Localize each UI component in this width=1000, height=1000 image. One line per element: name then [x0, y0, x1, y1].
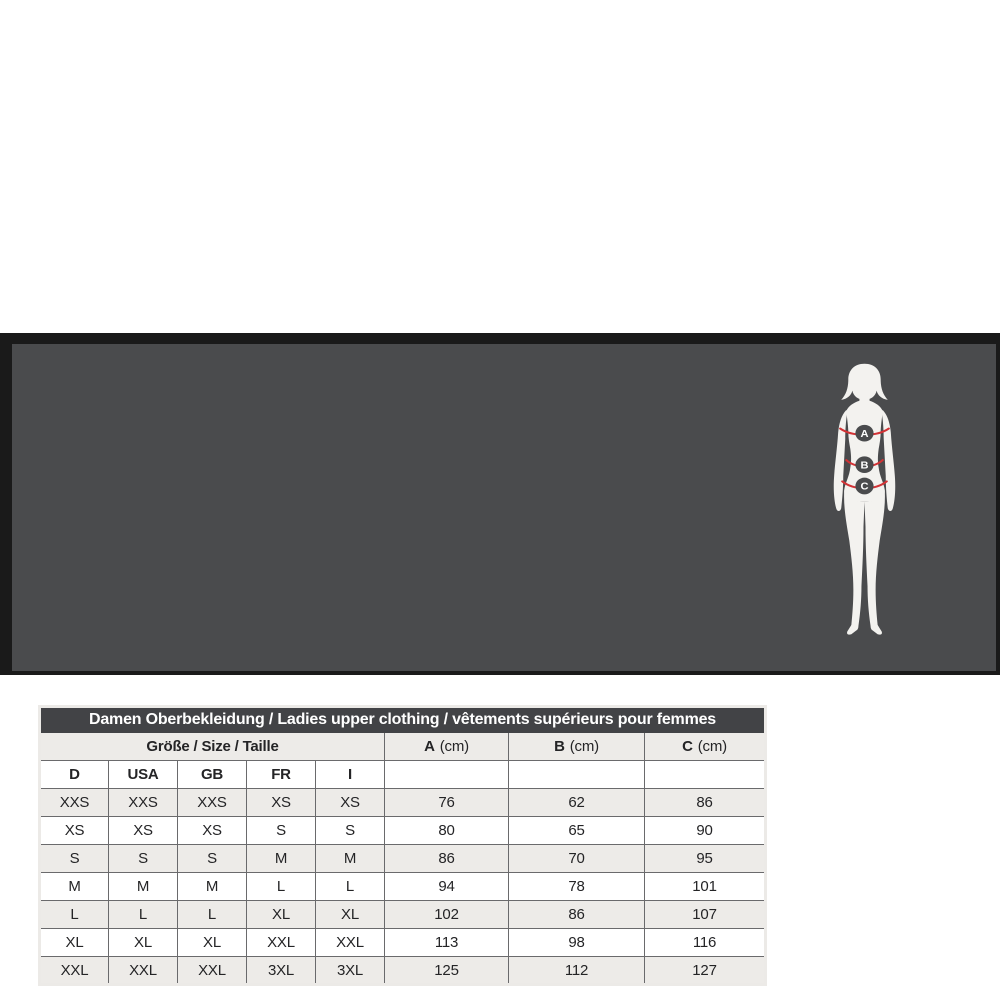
measurement-letter-b: B	[554, 738, 565, 755]
size-cell: L	[177, 900, 247, 929]
value-cell-b: 62	[508, 788, 645, 817]
size-cell: L	[108, 900, 178, 929]
country-header-fr: FR	[246, 760, 316, 789]
size-cell: S	[177, 844, 247, 873]
size-cell: XL	[246, 900, 316, 929]
table-title-row: Damen Oberbekleidung / Ladies upper clot…	[39, 706, 766, 733]
measurement-unit-b: (cm)	[569, 738, 599, 755]
size-chart-panel: Damen Oberbekleidung / Ladies upper clot…	[0, 333, 1000, 986]
size-cell: XXL	[108, 956, 178, 985]
size-cell: XL	[39, 928, 109, 957]
measurement-letter-c: C	[682, 738, 693, 755]
size-cell: L	[315, 872, 385, 901]
size-cell: 3XL	[315, 956, 385, 985]
size-cell: XL	[315, 900, 385, 929]
table-row: XXS XXS XXS XS XS 76 62 86	[39, 788, 766, 817]
measurement-markers: A B C	[855, 424, 874, 495]
size-chart-table: Damen Oberbekleidung / Ladies upper clot…	[38, 705, 767, 986]
size-cell: M	[39, 872, 109, 901]
empty-cell	[508, 760, 645, 789]
value-cell-b: 70	[508, 844, 645, 873]
size-cell: XS	[39, 816, 109, 845]
value-cell-b: 112	[508, 956, 645, 985]
country-header-i: I	[315, 760, 385, 789]
size-cell: XXS	[39, 788, 109, 817]
value-cell-c: 127	[644, 956, 766, 985]
empty-cell	[384, 760, 509, 789]
value-cell-c: 95	[644, 844, 766, 873]
female-silhouette-graphic: A B C	[833, 363, 896, 635]
measurement-header-c: C (cm)	[644, 732, 766, 761]
table-row: S S S M M 86 70 95	[39, 844, 766, 873]
female-silhouette	[833, 363, 896, 635]
size-cell: S	[315, 816, 385, 845]
measurement-header-a: A (cm)	[384, 732, 509, 761]
marker-c-circle	[855, 477, 874, 495]
size-cell: L	[246, 872, 316, 901]
value-cell-a: 76	[384, 788, 509, 817]
country-header-usa: USA	[108, 760, 178, 789]
size-cell: XS	[315, 788, 385, 817]
marker-b-circle	[855, 456, 874, 474]
value-cell-a: 94	[384, 872, 509, 901]
value-cell-a: 102	[384, 900, 509, 929]
size-cell: S	[39, 844, 109, 873]
size-cell: M	[177, 872, 247, 901]
measurement-unit-c: (cm)	[697, 738, 727, 755]
marker-c-label: C	[860, 481, 868, 492]
size-cell: XXS	[108, 788, 178, 817]
table-row: XL XL XL XXL XXL 113 98 116	[39, 928, 766, 957]
value-cell-c: 86	[644, 788, 766, 817]
value-cell-a: 125	[384, 956, 509, 985]
size-cell: XS	[246, 788, 316, 817]
size-cell: S	[246, 816, 316, 845]
size-cell: S	[108, 844, 178, 873]
value-cell-c: 107	[644, 900, 766, 929]
table-title: Damen Oberbekleidung / Ladies upper clot…	[39, 706, 766, 733]
size-cell: M	[315, 844, 385, 873]
size-cell: L	[39, 900, 109, 929]
value-cell-b: 78	[508, 872, 645, 901]
size-cell: XXL	[315, 928, 385, 957]
measurement-unit-a: (cm)	[439, 738, 469, 755]
measurement-letter-a: A	[424, 738, 435, 755]
size-cell: XL	[108, 928, 178, 957]
table-row: M M M L L 94 78 101	[39, 872, 766, 901]
table-row: XS XS XS S S 80 65 90	[39, 816, 766, 845]
size-cell: XS	[108, 816, 178, 845]
size-cell: XXL	[177, 956, 247, 985]
value-cell-c: 90	[644, 816, 766, 845]
table-header-row: Größe / Size / Taille A (cm) B (cm) C (cm)	[39, 732, 766, 761]
measurement-figure: A B C	[822, 360, 908, 638]
size-cell: XXL	[39, 956, 109, 985]
value-cell-b: 65	[508, 816, 645, 845]
size-cell: XS	[177, 816, 247, 845]
country-header-row: D USA GB FR I	[39, 760, 766, 789]
table-row: L L L XL XL 102 86 107	[39, 900, 766, 929]
value-cell-b: 86	[508, 900, 645, 929]
measurement-header-b: B (cm)	[508, 732, 645, 761]
size-cell: XXL	[246, 928, 316, 957]
value-cell-a: 86	[384, 844, 509, 873]
table-row: XXL XXL XXL 3XL 3XL 125 112 127	[39, 956, 766, 985]
value-cell-a: 80	[384, 816, 509, 845]
country-header-d: D	[39, 760, 109, 789]
marker-a-label: A	[860, 428, 868, 439]
marker-a-circle	[855, 424, 874, 442]
empty-cell	[644, 760, 766, 789]
value-cell-b: 98	[508, 928, 645, 957]
size-cell: XXS	[177, 788, 247, 817]
size-cell: M	[246, 844, 316, 873]
value-cell-a: 113	[384, 928, 509, 957]
value-cell-c: 101	[644, 872, 766, 901]
size-group-header: Größe / Size / Taille	[39, 732, 385, 761]
size-cell: M	[108, 872, 178, 901]
size-cell: XL	[177, 928, 247, 957]
marker-b-label: B	[860, 460, 868, 471]
value-cell-c: 116	[644, 928, 766, 957]
country-header-gb: GB	[177, 760, 247, 789]
size-cell: 3XL	[246, 956, 316, 985]
